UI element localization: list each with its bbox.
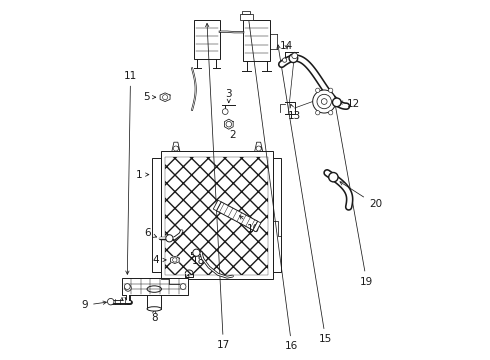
Bar (122, 278, 189, 295)
Circle shape (172, 258, 177, 262)
Circle shape (173, 146, 178, 151)
Circle shape (124, 284, 130, 289)
Bar (165, 157, 268, 275)
Circle shape (193, 249, 200, 256)
Text: 10: 10 (240, 216, 260, 234)
Text: 12: 12 (339, 99, 360, 109)
Polygon shape (213, 200, 221, 211)
Polygon shape (171, 256, 179, 264)
Bar (273, 158, 281, 272)
Circle shape (313, 90, 336, 113)
Text: 14: 14 (280, 41, 294, 51)
Circle shape (333, 98, 341, 107)
Polygon shape (162, 151, 273, 279)
Ellipse shape (147, 286, 162, 292)
Circle shape (107, 298, 114, 305)
Circle shape (166, 235, 173, 242)
Circle shape (180, 284, 186, 289)
Text: 11: 11 (124, 71, 137, 274)
Text: 4: 4 (153, 255, 166, 265)
Circle shape (328, 111, 333, 115)
Text: 1: 1 (136, 170, 149, 180)
Circle shape (316, 111, 320, 115)
Bar (147, 289, 162, 309)
Bar (152, 158, 162, 272)
Bar (194, 20, 220, 59)
Circle shape (289, 54, 298, 63)
Text: 20: 20 (340, 182, 382, 210)
Text: 2: 2 (228, 123, 236, 140)
Polygon shape (160, 93, 170, 102)
Ellipse shape (147, 307, 162, 311)
Text: 3: 3 (225, 89, 232, 103)
Polygon shape (217, 202, 258, 230)
Circle shape (316, 88, 320, 93)
Circle shape (292, 53, 297, 59)
Circle shape (125, 285, 131, 291)
Text: 15: 15 (277, 45, 332, 344)
Bar (240, 14, 252, 20)
Polygon shape (224, 119, 233, 129)
Text: 8: 8 (151, 310, 158, 323)
Text: 6: 6 (144, 228, 157, 238)
Text: 16: 16 (247, 17, 298, 351)
Bar (243, 20, 270, 61)
Text: 5: 5 (143, 92, 156, 102)
Circle shape (226, 121, 232, 127)
Text: 7: 7 (181, 274, 189, 289)
Circle shape (328, 88, 333, 93)
Circle shape (321, 99, 327, 104)
Bar (242, 11, 250, 14)
Polygon shape (253, 221, 261, 232)
Text: 18: 18 (192, 253, 205, 266)
Text: 17: 17 (205, 23, 230, 350)
Circle shape (256, 146, 261, 151)
Text: 13: 13 (288, 104, 301, 121)
Circle shape (329, 172, 338, 182)
Circle shape (282, 58, 287, 62)
Circle shape (222, 109, 228, 114)
Text: 19: 19 (334, 104, 373, 287)
Circle shape (317, 94, 331, 109)
Text: 9: 9 (81, 300, 106, 310)
Circle shape (163, 95, 168, 100)
